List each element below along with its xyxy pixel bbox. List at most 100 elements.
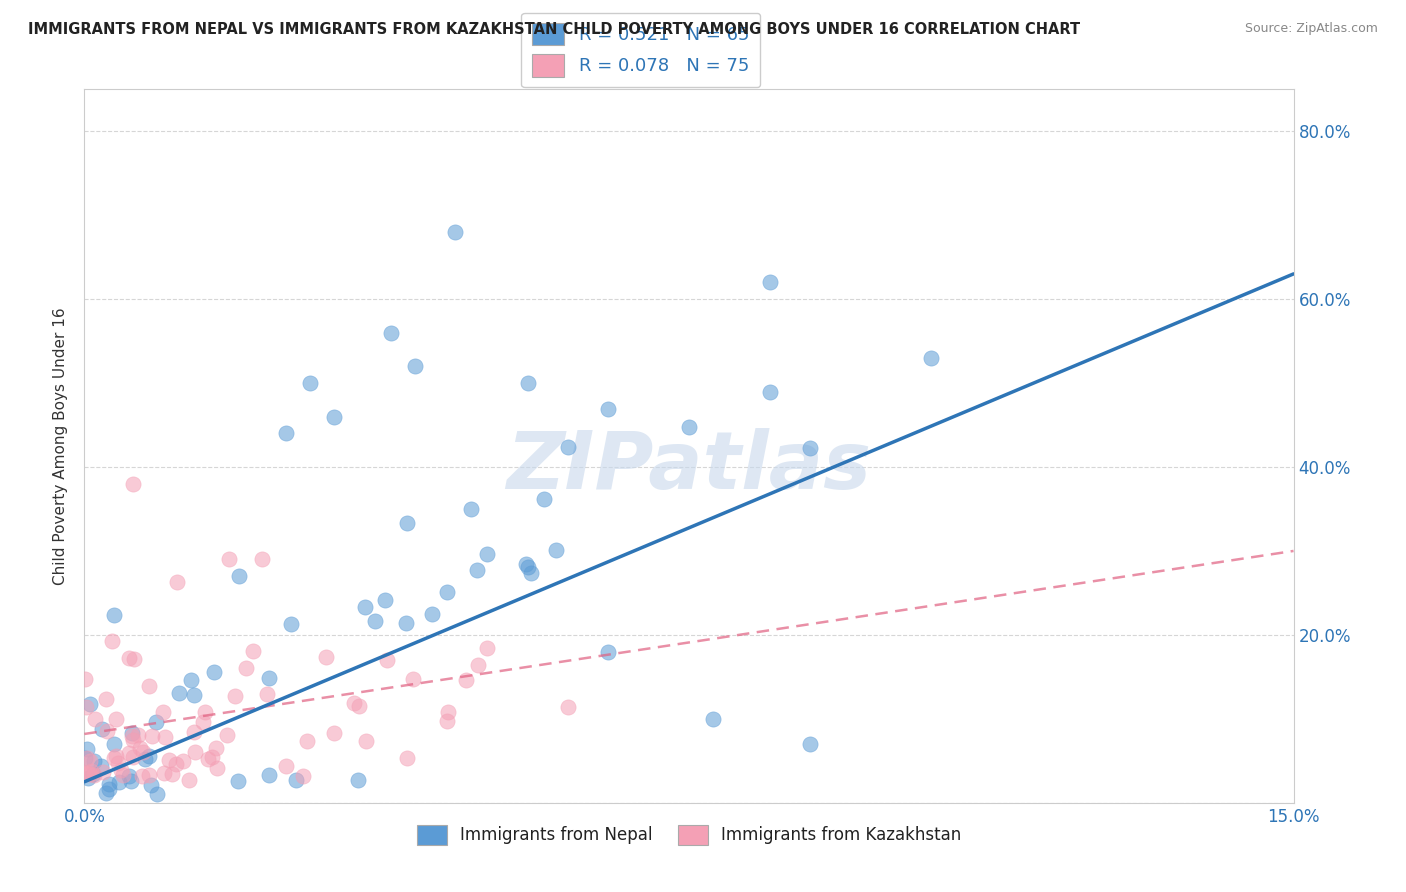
Point xyxy=(131,770,153,784)
Point xyxy=(356,734,378,748)
Point xyxy=(155,730,177,744)
Point xyxy=(165,756,187,771)
Point xyxy=(460,502,482,516)
Point xyxy=(98,777,121,791)
Point xyxy=(347,773,370,788)
Point xyxy=(920,351,942,365)
Point xyxy=(91,765,114,780)
Point xyxy=(285,772,308,787)
Point xyxy=(146,787,169,801)
Point xyxy=(83,767,105,781)
Point xyxy=(183,688,205,702)
Point xyxy=(347,699,370,714)
Point xyxy=(177,773,200,788)
Point xyxy=(131,745,153,759)
Point xyxy=(799,737,821,751)
Point xyxy=(343,696,366,710)
Point xyxy=(228,773,250,788)
Point xyxy=(90,759,112,773)
Point xyxy=(121,476,143,491)
Point xyxy=(228,569,250,583)
Point xyxy=(678,420,700,434)
Point xyxy=(533,491,555,506)
Point xyxy=(111,768,134,782)
Point xyxy=(75,766,97,780)
Point xyxy=(395,615,418,630)
Point xyxy=(224,689,246,703)
Point xyxy=(180,673,202,688)
Point xyxy=(82,766,104,780)
Point xyxy=(395,750,418,764)
Point xyxy=(256,687,278,701)
Point xyxy=(444,225,467,239)
Point xyxy=(183,725,205,739)
Point xyxy=(323,409,346,424)
Point xyxy=(108,774,131,789)
Text: IMMIGRANTS FROM NEPAL VS IMMIGRANTS FROM KAZAKHSTAN CHILD POVERTY AMONG BOYS UND: IMMIGRANTS FROM NEPAL VS IMMIGRANTS FROM… xyxy=(28,22,1080,37)
Point xyxy=(375,653,398,667)
Point xyxy=(101,634,124,648)
Point xyxy=(202,665,225,680)
Point xyxy=(79,767,101,781)
Point xyxy=(235,660,257,674)
Point xyxy=(215,728,238,742)
Point xyxy=(250,552,273,566)
Point xyxy=(77,766,100,780)
Point xyxy=(103,607,125,622)
Point xyxy=(138,767,160,781)
Point xyxy=(598,645,620,659)
Point xyxy=(374,592,396,607)
Point xyxy=(122,732,145,747)
Point xyxy=(404,359,426,374)
Point xyxy=(257,768,280,782)
Point xyxy=(172,755,194,769)
Point xyxy=(799,441,821,455)
Point xyxy=(274,758,297,772)
Point xyxy=(118,746,141,760)
Point xyxy=(402,672,425,686)
Point xyxy=(94,692,117,706)
Point xyxy=(702,712,724,726)
Point xyxy=(73,751,96,765)
Point xyxy=(515,557,537,571)
Point xyxy=(73,672,96,686)
Point xyxy=(544,543,567,558)
Point xyxy=(152,766,174,780)
Point xyxy=(76,771,98,785)
Point xyxy=(122,652,145,666)
Point xyxy=(94,785,117,799)
Point xyxy=(120,774,142,789)
Point xyxy=(259,671,281,685)
Point xyxy=(477,640,499,655)
Point xyxy=(315,649,337,664)
Point xyxy=(107,756,129,770)
Point xyxy=(395,516,418,531)
Point xyxy=(197,752,219,766)
Legend: Immigrants from Nepal, Immigrants from Kazakhstan: Immigrants from Nepal, Immigrants from K… xyxy=(411,818,967,852)
Point xyxy=(80,764,103,779)
Point xyxy=(162,766,184,780)
Point xyxy=(128,741,150,756)
Point xyxy=(420,607,443,622)
Point xyxy=(194,706,217,720)
Point xyxy=(520,566,543,581)
Point xyxy=(121,750,143,764)
Point xyxy=(138,679,160,693)
Point xyxy=(598,401,620,416)
Point xyxy=(758,385,780,400)
Point xyxy=(353,599,375,614)
Y-axis label: Child Poverty Among Boys Under 16: Child Poverty Among Boys Under 16 xyxy=(53,307,69,585)
Point xyxy=(363,614,385,628)
Point xyxy=(454,673,477,687)
Point xyxy=(79,755,101,769)
Point xyxy=(166,575,188,590)
Text: Source: ZipAtlas.com: Source: ZipAtlas.com xyxy=(1244,22,1378,36)
Point xyxy=(295,734,318,748)
Point xyxy=(201,750,224,764)
Point xyxy=(516,560,538,574)
Point xyxy=(557,440,579,454)
Point xyxy=(141,729,163,743)
Point xyxy=(274,426,297,441)
Point xyxy=(104,712,127,726)
Point xyxy=(207,762,229,776)
